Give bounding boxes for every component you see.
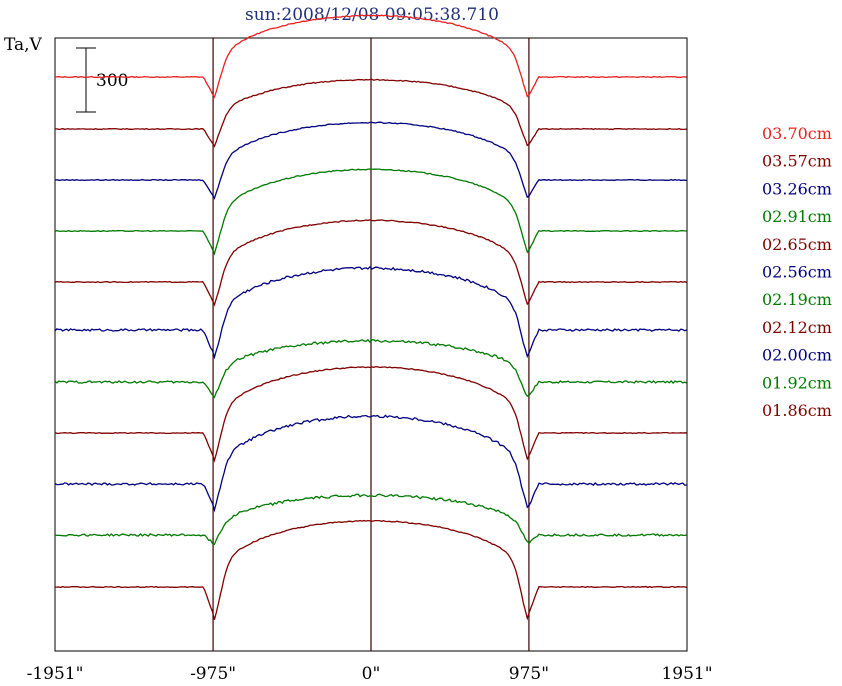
y-axis-label: Ta,V: [4, 35, 43, 55]
x-tick-labels: -1951" -975" 0" 975" 1951": [27, 664, 713, 684]
series-line: [54, 14, 687, 99]
series-line: [54, 265, 687, 360]
legend-item: 02.91cm: [762, 207, 832, 226]
legend-item: 01.86cm: [762, 401, 832, 420]
series-line: [55, 78, 687, 148]
series-line: [55, 519, 687, 621]
series-line: [54, 168, 687, 256]
chart-title: sun:2008/12/08 09:05:38.710: [245, 5, 499, 25]
series-line: [54, 493, 687, 546]
scale-bar-label: 300: [96, 71, 128, 91]
series-line: [54, 365, 687, 463]
legend-item: 02.65cm: [762, 235, 832, 254]
legend-item: 03.26cm: [762, 179, 832, 198]
vertical-lines: [212, 38, 530, 651]
legend-item: 03.57cm: [762, 152, 832, 171]
legend-item: 02.12cm: [762, 318, 832, 337]
legend-item: 01.92cm: [762, 373, 832, 392]
legend-item: 02.56cm: [762, 263, 832, 282]
legend: 03.70cm 03.57cm 03.26cm 02.91cm 02.65cm 02.56…: [762, 124, 832, 420]
x-tick-label: -1951": [27, 664, 84, 684]
legend-item: 02.00cm: [762, 346, 832, 365]
series-line: [54, 414, 687, 513]
x-tick-label: 1951": [661, 664, 712, 684]
series-lines: [54, 14, 687, 621]
series-line: [54, 338, 687, 399]
x-tick-label: 0": [362, 664, 381, 684]
x-tick-label: 975": [509, 664, 549, 684]
legend-item: 03.70cm: [762, 124, 832, 143]
series-line: [54, 219, 687, 307]
series-line: [54, 121, 687, 200]
legend-item: 02.19cm: [762, 290, 832, 309]
x-tick-label: -975": [190, 664, 236, 684]
scale-bar: 300: [76, 47, 128, 113]
